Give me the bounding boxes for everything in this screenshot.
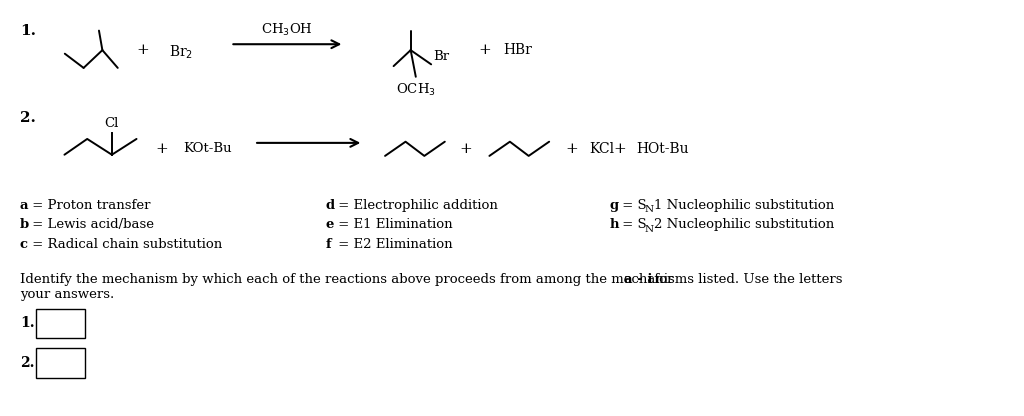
Text: = Electrophilic addition: = Electrophilic addition <box>334 198 498 212</box>
Text: Cl: Cl <box>104 117 119 130</box>
Bar <box>36 309 85 338</box>
Text: = Proton transfer: = Proton transfer <box>29 198 151 212</box>
Text: HOt-Bu: HOt-Bu <box>637 142 689 156</box>
Text: 1 Nucleophilic substitution: 1 Nucleophilic substitution <box>653 198 834 212</box>
Text: c: c <box>19 238 28 251</box>
Text: a: a <box>19 198 29 212</box>
Text: +: + <box>478 43 492 57</box>
Text: +: + <box>460 142 472 156</box>
Text: Br: Br <box>433 50 450 63</box>
Text: OCH$_3$: OCH$_3$ <box>396 82 435 98</box>
Bar <box>36 348 85 378</box>
Text: Identify the mechanism by which each of the reactions above proceeds from among : Identify the mechanism by which each of … <box>19 272 847 285</box>
Text: Br$_2$: Br$_2$ <box>169 43 193 61</box>
Text: = Lewis acid/base: = Lewis acid/base <box>29 218 155 231</box>
Text: 2.: 2. <box>19 356 35 370</box>
Text: HBr: HBr <box>504 43 532 57</box>
Text: +: + <box>565 142 579 156</box>
Text: CH$_3$OH: CH$_3$OH <box>261 22 313 38</box>
Text: = S: = S <box>618 218 647 231</box>
Text: b: b <box>19 218 29 231</box>
Text: your answers.: your answers. <box>19 288 114 301</box>
Text: f: f <box>326 238 331 251</box>
Text: 1.: 1. <box>19 317 35 330</box>
Text: = E1 Elimination: = E1 Elimination <box>334 218 453 231</box>
Text: 2 Nucleophilic substitution: 2 Nucleophilic substitution <box>653 218 834 231</box>
Text: for: for <box>650 272 674 285</box>
Text: N: N <box>645 206 654 215</box>
Text: 1.: 1. <box>19 25 36 39</box>
Text: = S: = S <box>618 198 647 212</box>
Text: a - i: a - i <box>624 272 652 285</box>
Text: = Radical chain substitution: = Radical chain substitution <box>29 238 222 251</box>
Text: h: h <box>610 218 620 231</box>
Text: N: N <box>645 225 654 234</box>
Text: 2.: 2. <box>19 111 36 125</box>
Text: +: + <box>613 142 626 156</box>
Text: e: e <box>326 218 334 231</box>
Text: KOt-Bu: KOt-Bu <box>183 142 231 155</box>
Text: +: + <box>137 43 150 57</box>
Text: = E2 Elimination: = E2 Elimination <box>334 238 453 251</box>
Text: d: d <box>326 198 335 212</box>
Text: +: + <box>156 142 169 156</box>
Text: KCl: KCl <box>589 142 614 156</box>
Text: g: g <box>610 198 618 212</box>
